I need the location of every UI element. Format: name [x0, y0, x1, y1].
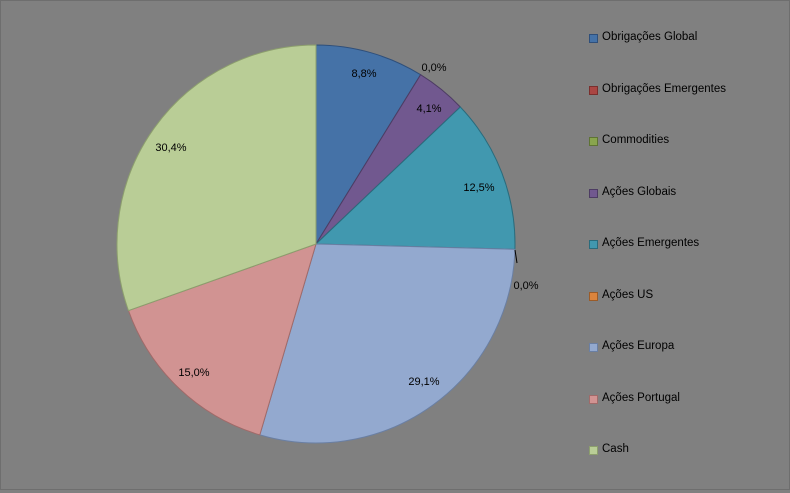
legend-item-3: Commodities [589, 132, 784, 184]
pie-slice-9 [116, 44, 317, 312]
pie-slice-5 [314, 106, 516, 250]
data-label-5: 12,5% [463, 182, 494, 194]
legend-label: Obrigações Global [602, 31, 698, 43]
legend-item-4: Ações Globais [589, 184, 784, 236]
data-label-9: 30,4% [155, 142, 186, 154]
data-label-2: 0,0% [421, 62, 446, 74]
legend-swatch [589, 188, 598, 198]
legend: Obrigações Global Obrigações Emergentes Co… [589, 29, 784, 493]
legend-label: Obrigações Emergentes [602, 82, 727, 95]
legend-label: Ações Emergentes [602, 237, 700, 249]
legend-item-8: Ações Portugal [589, 390, 784, 442]
legend-swatch [589, 240, 598, 249]
legend-label: Ações Globais [602, 185, 677, 198]
legend-item-2: Obrigações Emergentes [589, 81, 784, 133]
legend-swatch [589, 34, 598, 43]
pie-slice-7 [259, 243, 516, 444]
data-label-6: 0,0% [513, 280, 538, 292]
pie-slice-1 [315, 44, 422, 246]
legend-swatch [589, 137, 598, 146]
legend-label: Ações Portugal [602, 391, 680, 404]
legend-item-1: Obrigações Global [589, 29, 784, 81]
data-label-1: 8,8% [351, 68, 376, 80]
data-label-4: 4,1% [416, 103, 441, 115]
data-label-8: 15,0% [178, 367, 209, 379]
legend-label: Cash [602, 443, 629, 455]
legend-label: Ações Europa [602, 340, 675, 352]
legend-swatch [589, 291, 598, 301]
label-leader-line [514, 249, 518, 264]
legend-swatch [589, 394, 598, 404]
legend-item-6: Ações US [589, 287, 784, 339]
legend-swatch [589, 343, 598, 352]
legend-item-9: Cash [589, 441, 784, 493]
pie-slice-8 [127, 243, 317, 436]
legend-swatch [589, 446, 598, 455]
legend-label: Ações US [602, 288, 654, 301]
data-label-7: 29,1% [408, 376, 439, 388]
legend-label: Commodities [602, 134, 670, 146]
legend-item-7: Ações Europa [589, 338, 784, 390]
legend-item-5: Ações Emergentes [589, 235, 784, 287]
legend-swatch [589, 85, 598, 95]
